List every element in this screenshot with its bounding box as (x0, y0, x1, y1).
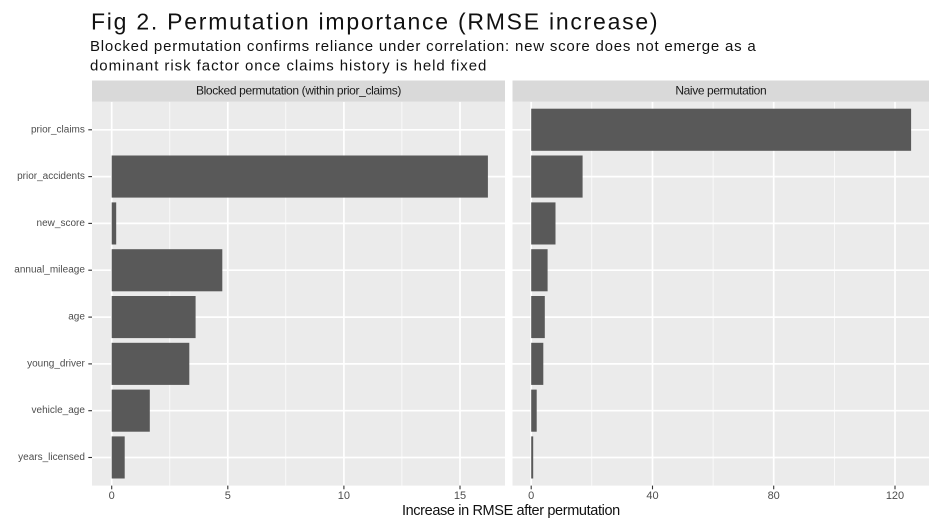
svg-text:Blocked permutation confirms r: Blocked permutation confirms reliance un… (90, 38, 757, 55)
svg-text:new_score: new_score (37, 218, 86, 229)
svg-text:vehicle_age: vehicle_age (32, 405, 86, 416)
svg-text:age: age (68, 312, 85, 323)
svg-text:prior_accidents: prior_accidents (17, 171, 85, 182)
svg-text:young_driver: young_driver (27, 358, 85, 369)
svg-text:10: 10 (338, 490, 350, 502)
svg-text:prior_claims: prior_claims (31, 124, 85, 135)
svg-text:Increase in RMSE after permuta: Increase in RMSE after permutation (402, 503, 620, 519)
svg-text:15: 15 (454, 490, 466, 502)
svg-text:120: 120 (886, 490, 904, 502)
svg-text:40: 40 (646, 490, 658, 502)
svg-text:dominant risk factor once clai: dominant risk factor once claims history… (90, 58, 487, 75)
svg-text:0: 0 (109, 490, 115, 502)
svg-text:80: 80 (768, 490, 780, 502)
svg-text:Blocked permutation (within pr: Blocked permutation (within prior_claims… (196, 83, 401, 97)
svg-text:5: 5 (225, 490, 231, 502)
svg-text:annual_mileage: annual_mileage (14, 265, 85, 276)
svg-text:Fig 2. Permutation importance: Fig 2. Permutation importance (RMSE incr… (91, 9, 659, 35)
svg-text:Naive permutation: Naive permutation (675, 83, 766, 97)
svg-text:0: 0 (528, 490, 534, 502)
svg-text:years_licensed: years_licensed (18, 452, 85, 463)
